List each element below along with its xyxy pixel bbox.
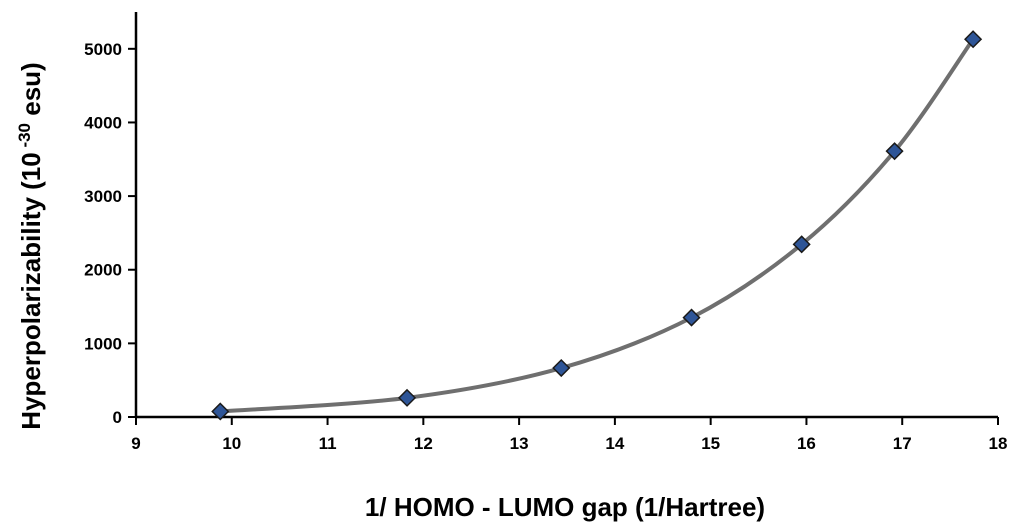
- x-ticks: 9 10 11 12 13 14 15 16 17 18: [131, 417, 1007, 453]
- x-tick-label: 17: [893, 434, 912, 453]
- data-point-diamond: [792, 235, 811, 254]
- y-axis-title-suffix: esu): [16, 62, 46, 123]
- x-tick-label: 15: [701, 434, 720, 453]
- x-tick-label: 10: [222, 434, 241, 453]
- y-tick-label: 5000: [84, 40, 122, 59]
- x-tick-label: 16: [797, 434, 816, 453]
- data-point-diamond: [964, 30, 983, 49]
- x-tick-label: 13: [510, 434, 529, 453]
- data-point-diamond: [211, 402, 230, 421]
- curve-layer: [218, 37, 976, 414]
- points: [211, 30, 983, 421]
- y-axis-title-exponent: -30: [15, 123, 34, 152]
- x-tick-label: 11: [319, 434, 337, 453]
- y-axis-title-prefix: Hyperpolarizability (10: [16, 152, 46, 429]
- x-tick-label: 14: [605, 434, 624, 453]
- x-axis-title: 1/ HOMO - LUMO gap (1/Hartree): [365, 492, 765, 522]
- data-point-diamond: [397, 388, 417, 407]
- x-tick-label: 12: [414, 434, 433, 453]
- y-tick-label: 4000: [84, 113, 122, 132]
- axes: [134, 12, 998, 419]
- data-point-diamond: [682, 308, 701, 327]
- y-tick-label: 1000: [84, 334, 122, 353]
- y-tick-label: 2000: [84, 261, 122, 280]
- y-tick-label: 3000: [84, 187, 122, 206]
- data-point-diamond: [885, 142, 904, 161]
- y-axis-title: Hyperpolarizability (10 -30 esu): [15, 62, 46, 429]
- series-curve: [218, 37, 976, 414]
- data-point-diamond: [552, 358, 571, 378]
- y-ticks: 0 1000 2000 3000 4000 5000: [84, 40, 136, 427]
- x-tick-label: 9: [131, 434, 140, 453]
- y-tick-label: 0: [113, 408, 122, 427]
- x-tick-label: 18: [989, 434, 1008, 453]
